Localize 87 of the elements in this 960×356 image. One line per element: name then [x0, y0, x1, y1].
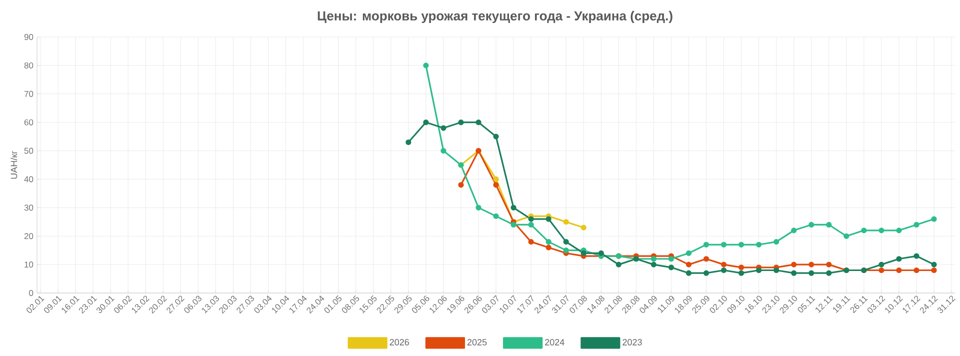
- point: [720, 242, 727, 248]
- point: [580, 250, 586, 256]
- point: [931, 267, 937, 274]
- point: [826, 262, 832, 268]
- point: [423, 120, 429, 126]
- point: [808, 262, 814, 268]
- y-tick-label: 60: [24, 119, 34, 126]
- point: [510, 204, 516, 210]
- point: [528, 239, 534, 245]
- point: [686, 270, 692, 276]
- point: [791, 262, 797, 268]
- point: [440, 148, 446, 154]
- y-tick-label: 0: [29, 290, 34, 296]
- point: [738, 264, 744, 270]
- point: [774, 267, 780, 274]
- point: [791, 228, 797, 234]
- point: [563, 248, 569, 254]
- point: [896, 228, 902, 234]
- chart-title: Цены: морковь урожая текущего года - Украина (сред.): [318, 10, 672, 24]
- point: [878, 262, 884, 268]
- point: [756, 242, 762, 248]
- point: [774, 239, 780, 245]
- point: [546, 216, 552, 222]
- point: [616, 262, 622, 268]
- point: [703, 256, 710, 262]
- point: [668, 264, 674, 270]
- y-tick-label: 90: [24, 34, 34, 40]
- point: [563, 239, 569, 245]
- point: [650, 256, 656, 262]
- point: [738, 242, 744, 248]
- point: [493, 182, 499, 188]
- y-tick-label: 40: [24, 176, 34, 182]
- point: [650, 262, 656, 268]
- point: [563, 219, 569, 225]
- point: [878, 267, 884, 274]
- point: [931, 216, 937, 222]
- y-tick-label: 10: [24, 262, 34, 268]
- point: [476, 120, 482, 126]
- point: [668, 256, 674, 262]
- point: [808, 222, 814, 228]
- legend-label: 2026: [390, 339, 409, 346]
- point: [406, 139, 412, 146]
- point: [931, 262, 937, 268]
- point: [914, 222, 920, 228]
- y-tick-label: 70: [24, 90, 34, 97]
- point: [528, 222, 534, 228]
- point: [546, 239, 552, 245]
- point: [546, 244, 552, 250]
- point: [896, 256, 902, 262]
- point: [703, 270, 710, 276]
- point: [686, 262, 692, 268]
- point: [458, 182, 464, 188]
- point: [808, 270, 814, 276]
- point: [914, 267, 920, 274]
- point: [423, 62, 429, 68]
- point: [598, 250, 604, 256]
- point: [493, 213, 499, 219]
- y-tick-label: 20: [24, 233, 34, 240]
- point: [703, 242, 710, 248]
- point: [826, 222, 832, 228]
- point: [510, 222, 516, 228]
- point: [738, 270, 744, 276]
- legend-label: 2023: [622, 339, 642, 346]
- point: [861, 228, 867, 234]
- point: [878, 228, 884, 234]
- point: [528, 216, 534, 222]
- point: [914, 253, 920, 259]
- point: [826, 270, 832, 276]
- y-tick-label: 50: [24, 148, 34, 154]
- point: [686, 250, 692, 256]
- point: [458, 120, 464, 126]
- point: [476, 204, 482, 210]
- point: [493, 134, 499, 140]
- legend-label: 2025: [467, 339, 487, 346]
- point: [720, 262, 727, 268]
- point: [844, 233, 850, 239]
- point: [791, 270, 797, 276]
- point: [896, 267, 902, 274]
- y-tick-label: 80: [24, 62, 34, 68]
- y-tick-label: 30: [24, 204, 34, 211]
- point: [580, 224, 586, 230]
- point: [493, 176, 499, 182]
- legend-label: 2024: [545, 339, 564, 346]
- point: [756, 267, 762, 274]
- y-axis-title: UAH/кг: [10, 150, 18, 179]
- point: [440, 125, 446, 131]
- point: [720, 267, 727, 274]
